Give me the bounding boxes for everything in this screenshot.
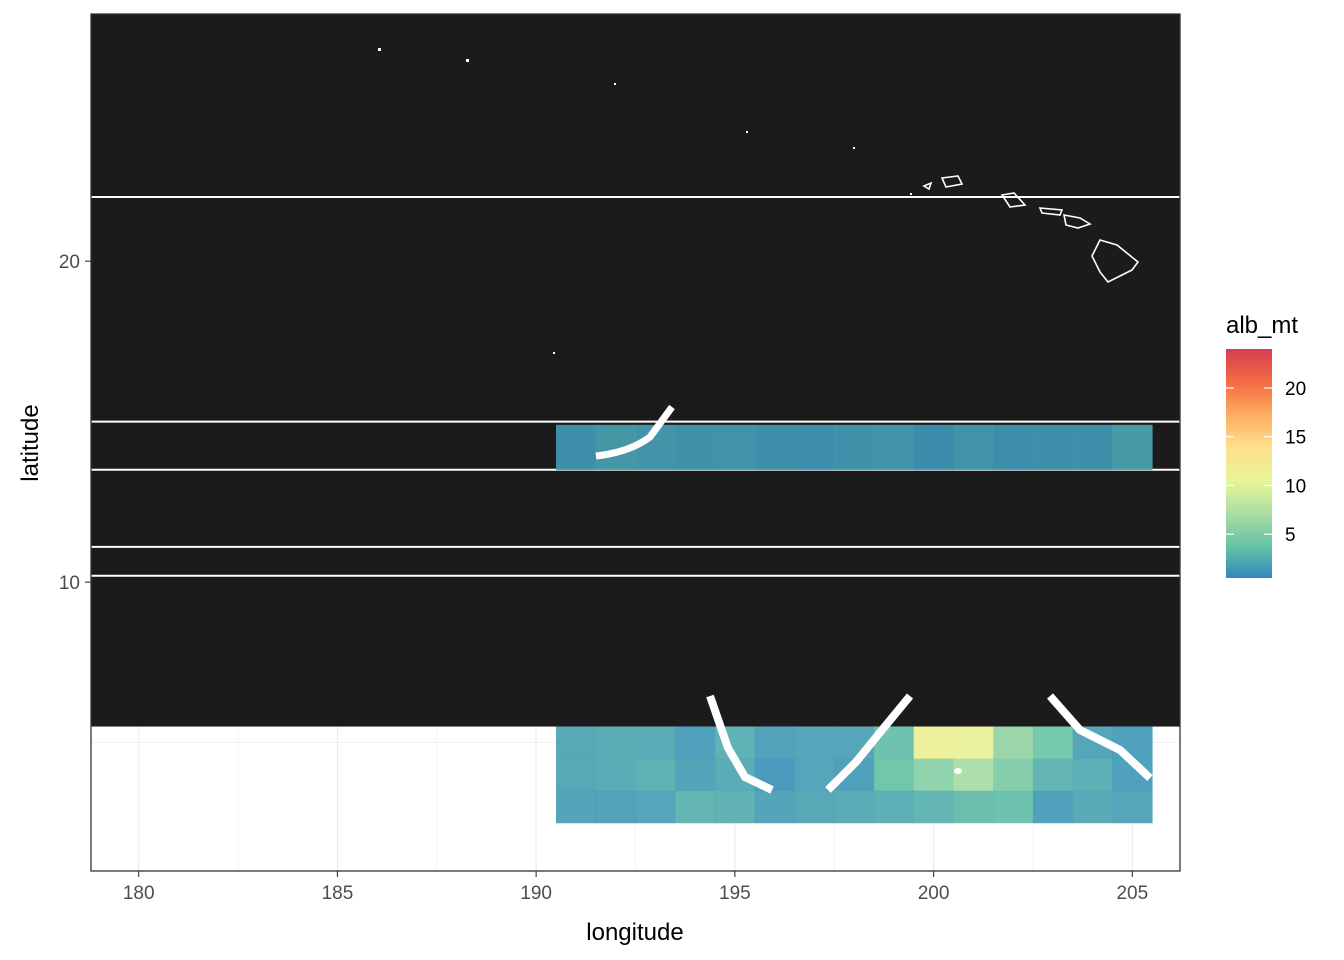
heatmap-cell xyxy=(556,726,597,760)
heatmap-cell xyxy=(1112,726,1153,760)
heatmap-cell xyxy=(953,790,994,824)
heatmap-cell xyxy=(794,424,835,471)
legend-colorbar xyxy=(1226,349,1272,578)
heatmap-cell xyxy=(913,424,954,471)
heatmap-cell xyxy=(1072,790,1113,824)
y-axis-ticks: 10 20 xyxy=(59,252,91,594)
x-tick-label: 200 xyxy=(918,883,950,904)
heatmap-cell xyxy=(675,790,716,824)
contour-line-upper xyxy=(595,404,675,460)
contour-line-lower-2 xyxy=(825,693,914,793)
x-axis-ticks: 180 185 190 195 200 205 xyxy=(123,871,1148,904)
island-niihau xyxy=(922,181,933,191)
heatmap-cell xyxy=(714,424,756,471)
heatmap-cell xyxy=(1032,758,1074,792)
legend-tick-label: 10 xyxy=(1285,476,1306,497)
heatmap-cell xyxy=(595,726,636,760)
atoll-dot xyxy=(853,147,855,149)
contour-line-lower-3 xyxy=(1047,693,1153,781)
x-axis-title: longitude xyxy=(586,919,683,946)
heatmap-cell xyxy=(913,790,954,824)
heatmap-cell xyxy=(635,758,676,792)
heatmap-cell xyxy=(993,424,1034,471)
x-tick-label: 205 xyxy=(1116,883,1148,904)
x-tick-label: 180 xyxy=(123,883,155,904)
atoll-dot xyxy=(378,48,381,51)
y-axis-title: latitude xyxy=(17,404,44,481)
heatmap-cell xyxy=(953,726,994,760)
heatmap-cell xyxy=(556,790,597,824)
heatmap-cell xyxy=(1032,424,1074,471)
heatmap-cell xyxy=(1072,758,1113,792)
heatmap-cell xyxy=(993,790,1034,824)
heatmap-cell xyxy=(1072,424,1113,471)
heatmap-cell xyxy=(953,758,994,792)
heatmap-cell xyxy=(675,758,716,792)
heatmap-cell xyxy=(754,726,795,760)
heatmap-cell xyxy=(595,790,636,824)
heatmap-cell xyxy=(1032,790,1074,824)
atoll-dot xyxy=(954,768,962,774)
heatmap-cell xyxy=(754,424,795,471)
atoll-dot xyxy=(746,131,748,133)
island-molokai xyxy=(1038,207,1064,216)
plot-border xyxy=(90,13,1181,872)
heatmap-cell xyxy=(834,790,875,824)
contour-line-lower-1 xyxy=(706,694,774,794)
x-tick-label: 185 xyxy=(322,883,354,904)
heatmap-cell xyxy=(794,726,835,760)
legend-tick-label: 20 xyxy=(1285,379,1306,400)
atoll-dot xyxy=(553,352,555,354)
legend-ticks: 5 10 15 20 xyxy=(1226,379,1306,546)
heatmap-cell xyxy=(675,424,716,471)
x-tick-label: 195 xyxy=(719,883,751,904)
heatmap-cell xyxy=(913,726,954,760)
heatmap-cell xyxy=(1112,424,1153,471)
black-bands xyxy=(91,14,1180,727)
island-oahu xyxy=(1000,192,1027,208)
legend-tick-label: 5 xyxy=(1285,525,1296,546)
heatmap-cell xyxy=(913,758,954,792)
island-maui xyxy=(1062,213,1092,229)
heatmap-cell xyxy=(675,726,716,760)
heatmap-cell xyxy=(635,790,676,824)
atoll-dot xyxy=(910,193,912,195)
heatmap-cell xyxy=(873,790,915,824)
legend: alb_mt 5 10 15 20 xyxy=(1226,312,1306,578)
black-band xyxy=(91,469,1180,727)
y-tick-label: 20 xyxy=(59,252,80,273)
heatmap-cell xyxy=(873,758,915,792)
x-tick-label: 190 xyxy=(520,883,552,904)
coastline-contours xyxy=(595,404,1153,794)
legend-title: alb_mt xyxy=(1226,312,1298,339)
heatmap-cell xyxy=(993,726,1034,760)
heatmap-cell xyxy=(556,758,597,792)
heatmap-cell xyxy=(1112,790,1153,824)
heatmap-cell xyxy=(754,790,795,824)
heatmap-cells xyxy=(556,424,1153,824)
island-big xyxy=(1091,239,1140,284)
heatmap-cell xyxy=(595,758,636,792)
heatmap-cell xyxy=(714,790,756,824)
heatmap-cell xyxy=(993,758,1034,792)
atoll-dot xyxy=(614,83,616,85)
heatmap-cell xyxy=(794,790,835,824)
hawaii-islands xyxy=(922,175,1140,284)
y-tick-label: 10 xyxy=(59,573,80,594)
black-band xyxy=(91,14,1180,470)
legend-tick-label: 15 xyxy=(1285,428,1306,449)
heatmap-cell xyxy=(556,424,597,471)
heatmap-cell xyxy=(873,424,915,471)
heatmap-cell xyxy=(834,424,875,471)
heatmap-cell xyxy=(1032,726,1074,760)
heatmap-cell xyxy=(953,424,994,471)
heatmap-cell xyxy=(635,726,676,760)
atoll-dots xyxy=(378,48,962,774)
island-kauai xyxy=(940,175,964,188)
atoll-dot xyxy=(466,59,469,62)
